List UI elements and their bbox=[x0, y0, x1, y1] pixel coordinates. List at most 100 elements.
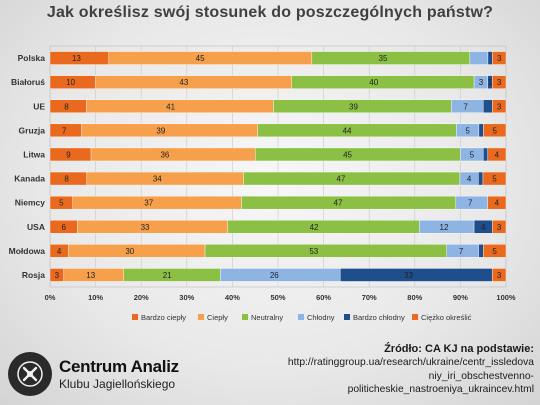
data-label: 8 bbox=[64, 102, 69, 111]
bar-segment bbox=[478, 171, 484, 186]
bar-segment bbox=[492, 99, 507, 113]
bar-segment bbox=[483, 123, 507, 138]
data-label: 5 bbox=[492, 247, 497, 256]
source-url-line[interactable]: http://ratinggroup.ua/research/ukraine/c… bbox=[287, 357, 534, 369]
bar-segment bbox=[469, 51, 489, 65]
category-label: Gruzja bbox=[19, 125, 46, 135]
data-label: 21 bbox=[163, 271, 172, 280]
logo: Centrum Analiz Klubu Jagiellońskiego bbox=[8, 350, 204, 398]
legend-swatch bbox=[242, 314, 248, 320]
category-label: Mołdowa bbox=[9, 246, 46, 256]
category-label: UE bbox=[33, 101, 45, 111]
data-label: 37 bbox=[144, 199, 153, 208]
bar-segment bbox=[482, 171, 507, 186]
data-label: 6 bbox=[61, 223, 66, 232]
data-label: 1 bbox=[488, 78, 493, 87]
data-label: 5 bbox=[492, 126, 497, 135]
data-label: 7 bbox=[463, 102, 468, 111]
data-label: 30 bbox=[125, 247, 134, 256]
bar-segment bbox=[487, 195, 507, 210]
bar-segment bbox=[483, 147, 488, 162]
legend-swatch bbox=[198, 314, 204, 320]
legend-label: Ciepły bbox=[207, 313, 228, 322]
source-title: Źródło: CA KJ na podstawie: bbox=[384, 343, 534, 355]
data-label: 39 bbox=[156, 126, 165, 135]
bar-segment bbox=[243, 171, 461, 186]
category-label: USA bbox=[27, 222, 45, 232]
legend-label: Chłodny bbox=[307, 313, 335, 322]
x-tick-label: 60% bbox=[316, 293, 331, 302]
data-label: 3 bbox=[497, 78, 502, 87]
legend-swatch bbox=[412, 314, 418, 320]
data-label: 4 bbox=[57, 247, 62, 256]
source-url-line[interactable]: niy_iri_obschestvenno- bbox=[428, 370, 534, 382]
bar-segment bbox=[487, 51, 493, 65]
data-label: 4 bbox=[495, 199, 500, 208]
source-note: Źródło: CA KJ na podstawie: http://ratin… bbox=[212, 343, 534, 397]
source-url-line[interactable]: politicheskie_nastroeniya_ukraincev.html bbox=[347, 384, 534, 396]
data-label: 4 bbox=[467, 175, 472, 184]
bar-segment bbox=[86, 171, 244, 186]
bar-segment bbox=[72, 195, 242, 210]
legend-label: Neutralny bbox=[251, 313, 283, 322]
x-tick-label: 80% bbox=[407, 293, 422, 302]
bar-segment bbox=[339, 268, 493, 282]
data-label: 4 bbox=[495, 150, 500, 159]
data-label: 41 bbox=[166, 102, 175, 111]
x-tick-label: 90% bbox=[453, 293, 468, 302]
data-label: 3 bbox=[479, 78, 484, 87]
data-label: 35 bbox=[379, 54, 388, 63]
data-label: 3 bbox=[497, 271, 502, 280]
category-label: Rosja bbox=[22, 270, 45, 280]
data-label: 7 bbox=[468, 199, 473, 208]
legend-label: Bardzo ciepły bbox=[141, 313, 186, 322]
bar-segment bbox=[478, 123, 484, 138]
bar-segment bbox=[90, 147, 256, 162]
data-label: 9 bbox=[66, 150, 71, 159]
x-tick-label: 10% bbox=[88, 293, 103, 302]
legend-label: Bardzo chłodny bbox=[353, 313, 405, 322]
bar-segment bbox=[241, 195, 457, 210]
x-tick-label: 70% bbox=[362, 293, 377, 302]
bar-segment bbox=[491, 268, 507, 282]
data-label: 8 bbox=[64, 175, 69, 184]
chart-title: Jak określisz swój stosunek do poszczegó… bbox=[46, 4, 494, 21]
legend-swatch bbox=[132, 314, 138, 320]
data-label: 7 bbox=[459, 247, 464, 256]
data-label: 26 bbox=[270, 271, 279, 280]
data-label: 13 bbox=[72, 54, 81, 63]
bar-segment bbox=[123, 268, 221, 282]
logo-subtitle: Klubu Jagiellońskiego bbox=[59, 376, 176, 391]
data-label: 33 bbox=[141, 223, 150, 232]
bar-segment bbox=[311, 51, 471, 65]
data-label: 34 bbox=[153, 175, 162, 184]
data-label: 3 bbox=[497, 223, 502, 232]
data-label: 12 bbox=[440, 223, 449, 232]
data-label: 36 bbox=[160, 150, 169, 159]
legend-swatch bbox=[344, 314, 350, 320]
category-label: Niemcy bbox=[15, 198, 46, 208]
bar-segment bbox=[492, 220, 507, 234]
data-label: 5 bbox=[492, 175, 497, 184]
bar-segment bbox=[483, 99, 493, 113]
data-label: 5 bbox=[59, 199, 64, 208]
data-label: 3 bbox=[497, 54, 502, 63]
category-label: Kanada bbox=[14, 174, 45, 184]
x-tick-label: 20% bbox=[134, 293, 149, 302]
bar-segment bbox=[291, 75, 475, 89]
category-label: Białoruś bbox=[11, 77, 45, 87]
bar-segment bbox=[254, 147, 461, 162]
bar-segment bbox=[81, 123, 258, 138]
bar-segment bbox=[492, 51, 507, 65]
bar-segment bbox=[95, 75, 292, 89]
data-label: 40 bbox=[369, 78, 378, 87]
data-label: 53 bbox=[309, 247, 318, 256]
bar-segment bbox=[77, 220, 229, 234]
category-label: Polska bbox=[18, 53, 46, 63]
data-label: 47 bbox=[334, 199, 343, 208]
bar-segment bbox=[220, 268, 341, 282]
bar-segment bbox=[273, 99, 452, 113]
data-label: 42 bbox=[310, 223, 319, 232]
category-label: Litwa bbox=[23, 149, 45, 159]
x-tick-label: 0% bbox=[45, 293, 56, 302]
